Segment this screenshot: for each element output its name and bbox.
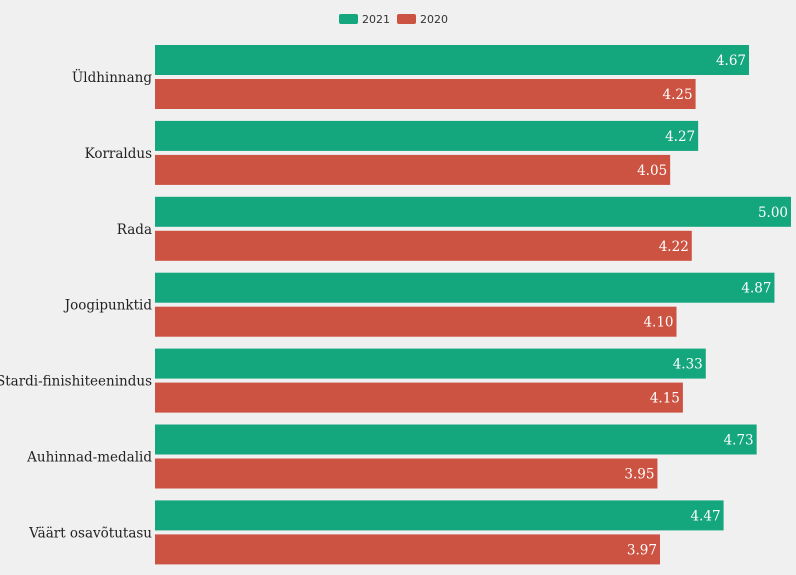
legend-label-2021: 2021 xyxy=(362,13,390,26)
bar-2021-auhinnad-medalid xyxy=(155,424,757,455)
legend-swatch-2020 xyxy=(397,14,416,24)
category-label-joogipunktid: Joogipunktid xyxy=(63,298,153,314)
bar-2021-vaart-osavotutasu xyxy=(155,500,724,531)
plot-area: Üldhinnang 4.67 4.25 Korraldus 4.27 4.05 Rada 5… xyxy=(0,45,791,565)
bar-2020-uldhinnang xyxy=(155,79,696,109)
category-label-auhinnad-medalid: Auhinnad-medalid xyxy=(26,450,152,466)
category-label-vaart-osavotutasu: Väärt osavõtutasu xyxy=(28,525,152,541)
value-label-2021-joogipunktid: 4.87 xyxy=(741,281,771,297)
value-label-2020-vaart-osavotutasu: 3.97 xyxy=(627,542,657,558)
bar-2020-stardi-finishiteenindus xyxy=(155,382,683,413)
bar-2021-korraldus xyxy=(155,120,699,151)
category-label-rada: Rada xyxy=(117,222,152,238)
bar-2020-korraldus xyxy=(155,154,671,185)
value-label-2021-auhinnad-medalid: 4.73 xyxy=(724,433,754,449)
value-label-2021-vaart-osavotutasu: 4.47 xyxy=(691,508,721,524)
value-label-2021-rada: 5.00 xyxy=(758,205,788,221)
legend: 2021 2020 xyxy=(339,13,448,26)
legend-swatch-2021 xyxy=(339,14,358,24)
value-label-2020-uldhinnang: 4.25 xyxy=(663,87,693,103)
bar-2021-joogipunktid xyxy=(155,272,775,303)
legend-label-2020: 2020 xyxy=(420,13,448,26)
value-label-2020-stardi-finishiteenindus: 4.15 xyxy=(650,391,680,407)
bar-2020-auhinnad-medalid xyxy=(155,458,658,489)
bar-2020-joogipunktid xyxy=(155,306,677,337)
value-label-2021-stardi-finishiteenindus: 4.33 xyxy=(673,357,703,373)
bar-2021-rada xyxy=(155,196,791,227)
category-label-uldhinnang: Üldhinnang xyxy=(72,69,152,86)
bar-2021-stardi-finishiteenindus xyxy=(155,348,706,379)
value-label-2021-uldhinnang: 4.67 xyxy=(716,53,746,69)
category-label-stardi-finishiteenindus: Stardi-finishiteenindus xyxy=(0,374,152,390)
category-label-korraldus: Korraldus xyxy=(85,146,152,162)
bar-2020-vaart-osavotutasu xyxy=(155,534,660,565)
bar-2020-rada xyxy=(155,230,692,261)
value-label-2020-korraldus: 4.05 xyxy=(637,163,667,179)
value-label-2020-rada: 4.22 xyxy=(659,239,689,255)
value-label-2021-korraldus: 4.27 xyxy=(665,129,695,145)
value-label-2020-joogipunktid: 4.10 xyxy=(643,315,673,331)
bar-2021-uldhinnang xyxy=(155,45,750,75)
value-label-2020-auhinnad-medalid: 3.95 xyxy=(624,467,654,483)
